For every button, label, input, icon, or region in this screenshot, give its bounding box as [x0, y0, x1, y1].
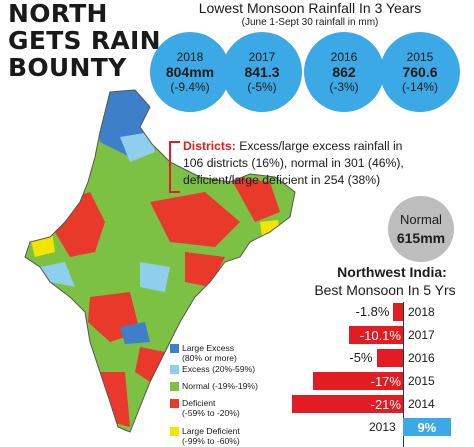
northwest-title: Northwest India:: [337, 264, 447, 280]
legend-item: Large Excess (80% or more): [182, 343, 237, 363]
legend-label: Deficient: [182, 398, 216, 408]
bar-2017: -10.1%: [349, 326, 403, 344]
circle-deviation: (-9.4%): [170, 79, 210, 94]
legend-swatch: [170, 427, 179, 436]
circle-year: 2017: [248, 49, 276, 64]
rainfall-title: Lowest Monsoon Rainfall In 3 Years: [198, 0, 422, 16]
headline-line-1: NORTH: [8, 0, 108, 28]
legend-swatch: [170, 399, 179, 408]
year-label-2016: 2016: [408, 351, 435, 365]
districts-line-1: Excess/large excess rainfall in: [235, 139, 403, 153]
circle-year: 2018: [176, 49, 204, 64]
bar-label-2018: -1.8%: [355, 304, 390, 319]
legend-sublabel: (80% or more): [182, 353, 237, 363]
circle-2016: 2016 862 (-3%): [304, 32, 384, 112]
legend-item: Large Deficient (-99% to -60%): [182, 426, 240, 446]
headline: NORTH GETS RAIN BOUNTY: [8, 0, 161, 81]
legend-label: Excess (20%-59%): [182, 364, 256, 374]
circle-2017: 2017 841.3 (-5%): [222, 32, 302, 112]
circle-deviation: (-3%): [329, 79, 359, 94]
bar-label-2016: -5%: [349, 350, 373, 365]
circle-2018: 2018 804mm (-9.4%): [150, 32, 230, 112]
legend-swatch: [170, 382, 179, 391]
bar-axis: [403, 302, 404, 447]
year-label-2017: 2017: [408, 328, 435, 342]
legend-sublabel: (-59% to -20%): [182, 408, 240, 418]
circle-deviation: (-14%): [401, 79, 438, 94]
legend-item: Deficient (-59% to -20%): [182, 398, 240, 418]
headline-line-2: GETS RAIN: [8, 26, 161, 55]
legend-sublabel: (-99% to -60%): [182, 436, 240, 446]
circle-value: 862: [332, 63, 356, 80]
bar-2015: -17%: [312, 372, 403, 390]
bar-2014: -21%: [291, 395, 403, 413]
districts-bracket: [169, 141, 180, 193]
year-label-2014: 2014: [408, 397, 435, 411]
circle-value: 760.6: [402, 63, 438, 80]
rainfall-subtitle: (June 1-Sept 30 rainfall in mm): [241, 17, 379, 28]
circle-deviation: (-5%): [247, 79, 277, 94]
bar-2013: 9%: [403, 418, 451, 436]
legend-label: Large Excess: [182, 343, 235, 353]
legend-item: Excess (20%-59%): [182, 364, 255, 374]
northwest-subtitle: Best Monsoon In 5 Yrs: [314, 282, 456, 298]
legend-swatch: [170, 365, 179, 374]
districts-label: Districts:: [183, 139, 236, 153]
year-label-2015: 2015: [408, 374, 435, 388]
india-rainfall-map: [24, 89, 296, 433]
headline-line-3: BOUNTY: [8, 53, 127, 82]
normal-rainfall-circle: Normal 615mm: [388, 196, 454, 262]
legend-label: Normal (-19%-19%): [182, 381, 258, 391]
districts-text: Districts: Excess/large excess rainfall …: [183, 138, 473, 189]
circle-year: 2016: [330, 49, 358, 64]
normal-label: Normal: [400, 212, 442, 227]
normal-value: 615mm: [396, 230, 446, 246]
legend-item: Normal (-19%-19%): [182, 381, 258, 391]
legend-swatch: [170, 344, 179, 353]
circle-value: 804mm: [165, 63, 215, 80]
year-label-2013: 2013: [369, 420, 396, 434]
circle-value: 841.3: [244, 63, 280, 80]
districts-line-3: deficient/large deficient in 254 (38%): [183, 173, 381, 187]
districts-line-2: 106 districts (16%), normal in 301 (46%)…: [183, 156, 404, 170]
circle-year: 2015: [406, 49, 434, 64]
year-label-2018: 2018: [408, 305, 435, 319]
bar-2018: [393, 303, 403, 321]
circle-2015: 2015 760.6 (-14%): [380, 32, 460, 112]
legend-label: Large Deficient: [182, 426, 240, 436]
bar-2016: [376, 349, 403, 367]
